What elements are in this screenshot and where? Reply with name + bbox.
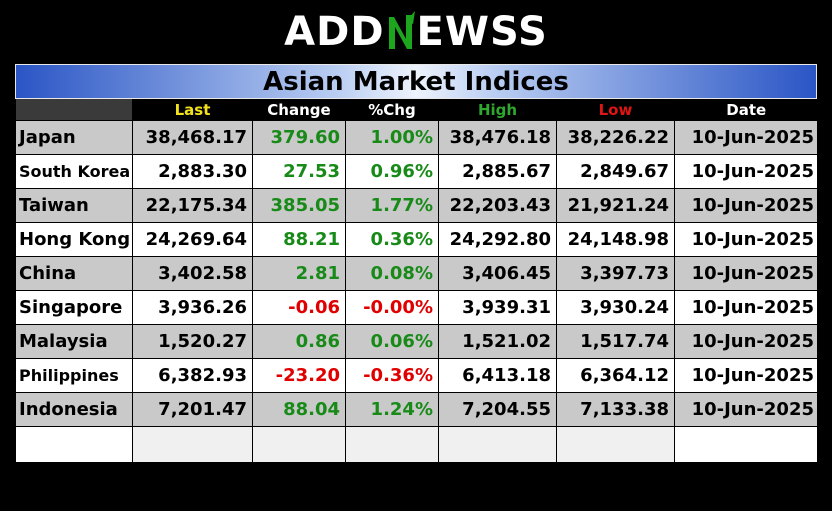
table-body: Japan 38,468.17 379.60 1.00% 38,476.18 38,226… [15,120,818,463]
pct-change-cell: 0.96% [345,154,439,189]
change-cell: 379.60 [252,120,346,155]
change-cell: 27.53 [252,154,346,189]
high-cell: 22,203.43 [438,188,557,223]
low-cell: 1,517.74 [556,324,675,359]
change-cell: -0.06 [252,290,346,325]
pct-change-cell: 0.06% [345,324,439,359]
low-cell: 6,364.12 [556,358,675,393]
date-cell: 10-Jun-2025 [674,392,818,427]
high-cell: 6,413.18 [438,358,557,393]
high-cell: 7,204.55 [438,392,557,427]
logo-text-right: EWSS [416,9,548,55]
last-cell: 38,468.17 [132,120,253,155]
table-row: South Korea 2,883.30 27.53 0.96% 2,885.67 2,8… [15,154,818,189]
empty-cell [438,426,557,463]
header-date: Date [674,99,818,121]
high-cell: 3,939.31 [438,290,557,325]
country-cell: South Korea [15,154,133,189]
table-row: Japan 38,468.17 379.60 1.00% 38,476.18 38,226… [15,120,818,155]
table-title-band: Asian Market Indices [15,64,817,99]
pct-change-cell: 1.24% [345,392,439,427]
table-row: Taiwan 22,175.34 385.05 1.77% 22,203.43 21,92… [15,188,818,223]
change-cell: 0.86 [252,324,346,359]
empty-cell [132,426,253,463]
header-blank [15,99,133,121]
low-cell: 3,930.24 [556,290,675,325]
header-change: Change [252,99,346,121]
date-cell: 10-Jun-2025 [674,290,818,325]
high-cell: 3,406.45 [438,256,557,291]
empty-cell [15,426,133,463]
change-cell: -23.20 [252,358,346,393]
high-cell: 1,521.02 [438,324,557,359]
table-row: China 3,402.58 2.81 0.08% 3,406.45 3,397.73 10… [15,256,818,291]
low-cell: 3,397.73 [556,256,675,291]
last-cell: 6,382.93 [132,358,253,393]
pct-change-cell: 1.77% [345,188,439,223]
date-cell: 10-Jun-2025 [674,188,818,223]
date-cell: 10-Jun-2025 [674,120,818,155]
low-cell: 2,849.67 [556,154,675,189]
last-cell: 3,402.58 [132,256,253,291]
low-cell: 38,226.22 [556,120,675,155]
header-row: Last Change %Chg High Low Date [15,99,818,121]
date-cell: 10-Jun-2025 [674,324,818,359]
logo-bar: ADD EWSS [0,0,832,64]
addnewss-logo: ADD EWSS [284,9,548,55]
pct-change-cell: 1.00% [345,120,439,155]
change-cell: 88.21 [252,222,346,257]
pct-change-cell: -0.36% [345,358,439,393]
table-row: Singapore 3,936.26 -0.06 -0.00% 3,939.31 3,93… [15,290,818,325]
high-cell: 38,476.18 [438,120,557,155]
empty-cell [345,426,439,463]
header-last: Last [132,99,253,121]
header-low: Low [556,99,675,121]
low-cell: 21,921.24 [556,188,675,223]
empty-cell [674,426,818,463]
market-table-panel: Asian Market Indices Last Change %Chg Hi… [15,64,818,463]
date-cell: 10-Jun-2025 [674,358,818,393]
header-pct-change: %Chg [345,99,439,121]
high-cell: 24,292.80 [438,222,557,257]
last-cell: 3,936.26 [132,290,253,325]
table-row-empty [15,426,818,463]
logo-n-mark-icon [388,11,415,49]
pct-change-cell: -0.00% [345,290,439,325]
pct-change-cell: 0.36% [345,222,439,257]
last-cell: 22,175.34 [132,188,253,223]
asian-market-indices-table: Last Change %Chg High Low Date Japan 38,4… [15,99,818,463]
change-cell: 88.04 [252,392,346,427]
country-cell: Malaysia [15,324,133,359]
table-row: Indonesia 7,201.47 88.04 1.24% 7,204.55 7,133… [15,392,818,427]
change-cell: 2.81 [252,256,346,291]
low-cell: 7,133.38 [556,392,675,427]
last-cell: 7,201.47 [132,392,253,427]
high-cell: 2,885.67 [438,154,557,189]
table-row: Hong Kong 24,269.64 88.21 0.36% 24,292.80 24,… [15,222,818,257]
last-cell: 1,520.27 [132,324,253,359]
table-title: Asian Market Indices [263,66,569,97]
country-cell: Singapore [15,290,133,325]
table-row: Malaysia 1,520.27 0.86 0.06% 1,521.02 1,517.7… [15,324,818,359]
country-cell: Indonesia [15,392,133,427]
empty-cell [556,426,675,463]
date-cell: 10-Jun-2025 [674,154,818,189]
low-cell: 24,148.98 [556,222,675,257]
table-row: Philippines 6,382.93 -23.20 -0.36% 6,413.18 6… [15,358,818,393]
last-cell: 2,883.30 [132,154,253,189]
date-cell: 10-Jun-2025 [674,222,818,257]
country-cell: Hong Kong [15,222,133,257]
pct-change-cell: 0.08% [345,256,439,291]
header-high: High [438,99,557,121]
last-cell: 24,269.64 [132,222,253,257]
country-cell: Taiwan [15,188,133,223]
logo-text-left: ADD [284,9,385,55]
empty-cell [252,426,346,463]
country-cell: China [15,256,133,291]
change-cell: 385.05 [252,188,346,223]
date-cell: 10-Jun-2025 [674,256,818,291]
country-cell: Japan [15,120,133,155]
country-cell: Philippines [15,358,133,393]
